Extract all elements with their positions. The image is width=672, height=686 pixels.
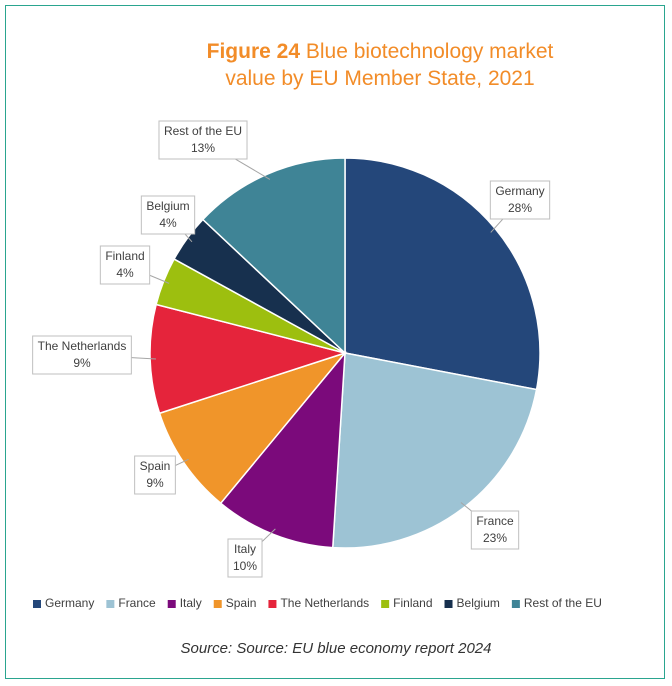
legend-label: Rest of the EU bbox=[524, 596, 602, 610]
data-label-name: Italy bbox=[234, 542, 256, 556]
frame bbox=[5, 5, 665, 679]
data-label-value: 9% bbox=[146, 476, 164, 490]
pie-slice bbox=[219, 350, 346, 549]
data-label-value: 10% bbox=[233, 559, 257, 573]
pie-slice bbox=[344, 157, 541, 391]
data-label-value: 23% bbox=[483, 531, 507, 545]
data-label-value: 28% bbox=[508, 201, 532, 215]
data-label-box bbox=[99, 245, 151, 285]
pie-slice bbox=[331, 352, 538, 549]
source: Source: Source: EU blue economy report 2… bbox=[180, 640, 492, 657]
pie-slice bbox=[201, 157, 346, 355]
title-text: Blue biotechnology market value by EU Me… bbox=[225, 40, 554, 90]
legend-swatch bbox=[106, 600, 115, 608]
legend-swatch bbox=[167, 600, 176, 608]
data-label-value: 4% bbox=[159, 216, 177, 230]
chart-title: Figure 24 Blue biotechnology market valu… bbox=[185, 38, 575, 92]
legend-swatch bbox=[33, 600, 41, 608]
data-label-value: 4% bbox=[116, 266, 134, 280]
data-label-box bbox=[32, 335, 132, 375]
legend-label: Germany bbox=[45, 596, 94, 610]
data-label-box bbox=[470, 510, 520, 550]
legend-label: Spain bbox=[226, 596, 257, 610]
data-label-name: Finland bbox=[105, 249, 144, 263]
data-label-name: Germany bbox=[495, 184, 544, 198]
data-label-name: Belgium bbox=[146, 199, 189, 213]
data-label-name: Rest of the EU bbox=[164, 124, 242, 138]
data-label-name: The Netherlands bbox=[38, 339, 127, 353]
legend-swatch bbox=[213, 600, 222, 608]
legend-label: Finland bbox=[393, 596, 432, 610]
pie-slice bbox=[158, 351, 348, 505]
legend-swatch bbox=[511, 600, 520, 608]
data-label-name: Spain bbox=[140, 459, 171, 473]
figure-label: Figure 24 bbox=[206, 40, 301, 63]
legend-swatch bbox=[381, 600, 390, 608]
legend-label: The Netherlands bbox=[280, 596, 369, 610]
data-label-box bbox=[134, 455, 176, 495]
legend-label: Italy bbox=[180, 596, 202, 610]
data-label-box bbox=[489, 180, 551, 220]
data-label-name: France bbox=[476, 514, 514, 528]
data-label-box bbox=[227, 538, 263, 578]
legend-swatch bbox=[444, 600, 453, 608]
legend-label: Belgium bbox=[457, 596, 500, 610]
legend-label: France bbox=[118, 596, 156, 610]
data-label-value: 9% bbox=[73, 356, 91, 370]
legend-swatch bbox=[268, 600, 277, 608]
data-label-box bbox=[140, 195, 196, 235]
data-label-value: 13% bbox=[191, 141, 215, 155]
data-label-box bbox=[158, 120, 248, 160]
